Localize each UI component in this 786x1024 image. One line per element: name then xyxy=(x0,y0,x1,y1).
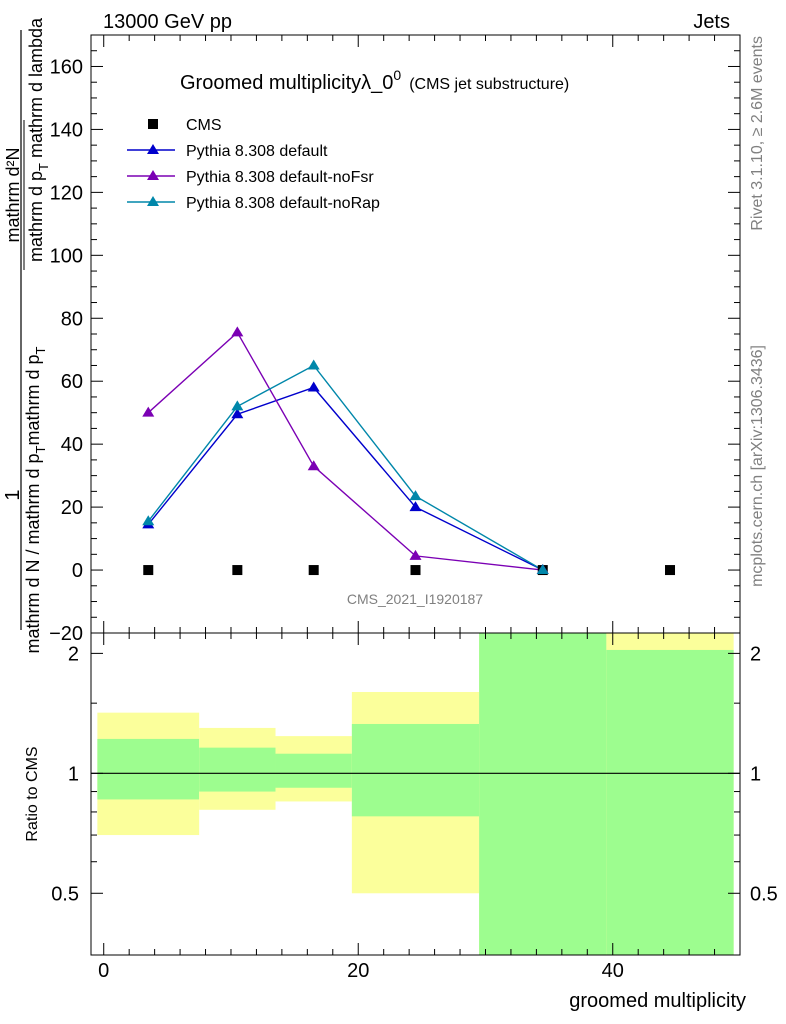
ratio-inner-band xyxy=(199,747,276,792)
main-y-tick-label: 160 xyxy=(50,56,83,78)
main-y-tick-label: 100 xyxy=(50,245,83,267)
main-plot-series xyxy=(142,326,676,576)
series-2-point xyxy=(409,549,422,560)
main-y-tick-label: 120 xyxy=(50,182,83,204)
main-plot-axes: −20 0 20 40 60 80 100 120 140 160 xyxy=(49,34,741,645)
mcplots-label: mcplots.cern.ch [arXiv:1306.3436] xyxy=(749,345,766,587)
main-y-tick-label: 0 xyxy=(72,560,83,582)
legend-nofsr-label: Pythia 8.308 default-noFsr xyxy=(186,169,374,186)
header-jets-label: Jets xyxy=(693,11,730,33)
series-1-point xyxy=(307,381,320,392)
y-label-inner-denominator: mathrm d pT mathrm d lambda xyxy=(26,17,51,262)
y-label-main-denominator: mathrm d N / mathrm d pTmathrm d pT xyxy=(23,346,48,653)
series-line-1 xyxy=(147,386,544,571)
ratio-inner-band xyxy=(606,649,734,955)
main-plot: −20 0 20 40 60 80 100 120 140 160 Groomed multipl… xyxy=(2,17,741,654)
series-2-point xyxy=(231,326,244,337)
main-y-tick-label: 40 xyxy=(61,434,83,456)
legend-norap-marker xyxy=(147,196,159,206)
header-energy-label: 13000 GeV pp xyxy=(103,11,232,33)
series-3-point xyxy=(142,515,155,526)
y-label-numerator: mathrm d²N xyxy=(3,147,23,242)
legend-norap-label: Pythia 8.308 default-noRap xyxy=(186,195,380,212)
x-tick-label: 20 xyxy=(347,960,369,982)
series-line-3 xyxy=(147,364,544,571)
ratio-y-tick-label-right: 1 xyxy=(750,763,761,785)
ratio-plot: 0.5 0.51 12 20 20 40 Ratio to CMS groomed mul… xyxy=(24,632,778,1012)
main-y-tick-label: 60 xyxy=(61,371,83,393)
x-tick-label: 40 xyxy=(602,960,624,982)
legend-cms-label: CMS xyxy=(186,117,222,134)
cms-data-point xyxy=(665,565,676,576)
cms-data-point xyxy=(308,565,319,576)
ratio-y-axis-label: Ratio to CMS xyxy=(24,746,41,841)
legend-cms-marker xyxy=(148,119,158,129)
rivet-version-label: Rivet 3.1.10, ≥ 2.6M events xyxy=(749,36,766,231)
legend-default-marker xyxy=(147,144,159,154)
ratio-bands xyxy=(97,633,734,955)
series-3-point xyxy=(307,359,320,370)
ratio-y-tick-label-right: 2 xyxy=(750,643,761,665)
analysis-label: CMS_2021_I1920187 xyxy=(347,591,483,607)
ratio-inner-band xyxy=(479,633,607,955)
series-3-point xyxy=(409,490,422,501)
ratio-y-tick-label: 1 xyxy=(68,763,79,785)
series-1-point xyxy=(231,408,244,419)
plot-title: Groomed multiplicityλ_00(CMS jet substru… xyxy=(180,67,569,94)
cms-data-point xyxy=(143,565,154,576)
ratio-inner-band xyxy=(351,723,480,817)
ratio-inner-band xyxy=(97,738,200,800)
legend-nofsr-marker xyxy=(147,170,159,180)
y-label-one: 1 xyxy=(2,489,24,500)
cms-data-point xyxy=(410,565,421,576)
x-tick-label: 0 xyxy=(98,960,109,982)
main-y-tick-label: 20 xyxy=(61,497,83,519)
x-axis-label: groomed multiplicity xyxy=(569,990,746,1012)
legend-default-label: Pythia 8.308 default xyxy=(186,143,328,160)
main-y-tick-label: −20 xyxy=(49,623,83,645)
main-y-tick-label: 140 xyxy=(50,119,83,141)
main-y-axis-label: 1 mathrm d N / mathrm d pTmathrm d pT ma… xyxy=(2,17,51,654)
ratio-y-tick-label-right: 0.5 xyxy=(750,883,778,905)
ratio-y-tick-label: 2 xyxy=(68,643,79,665)
legend: CMS Pythia 8.308 default Pythia 8.308 de… xyxy=(127,117,380,212)
series-1-point xyxy=(409,501,422,512)
ratio-plot-frame xyxy=(90,632,741,956)
main-y-tick-label: 80 xyxy=(61,308,83,330)
series-2-point xyxy=(307,460,320,471)
ratio-inner-band xyxy=(275,753,352,788)
ratio-y-tick-label: 0.5 xyxy=(51,883,79,905)
series-2-point xyxy=(142,406,155,417)
series-3-point xyxy=(536,564,549,575)
series-3-point xyxy=(231,400,244,411)
cms-data-point xyxy=(232,565,243,576)
